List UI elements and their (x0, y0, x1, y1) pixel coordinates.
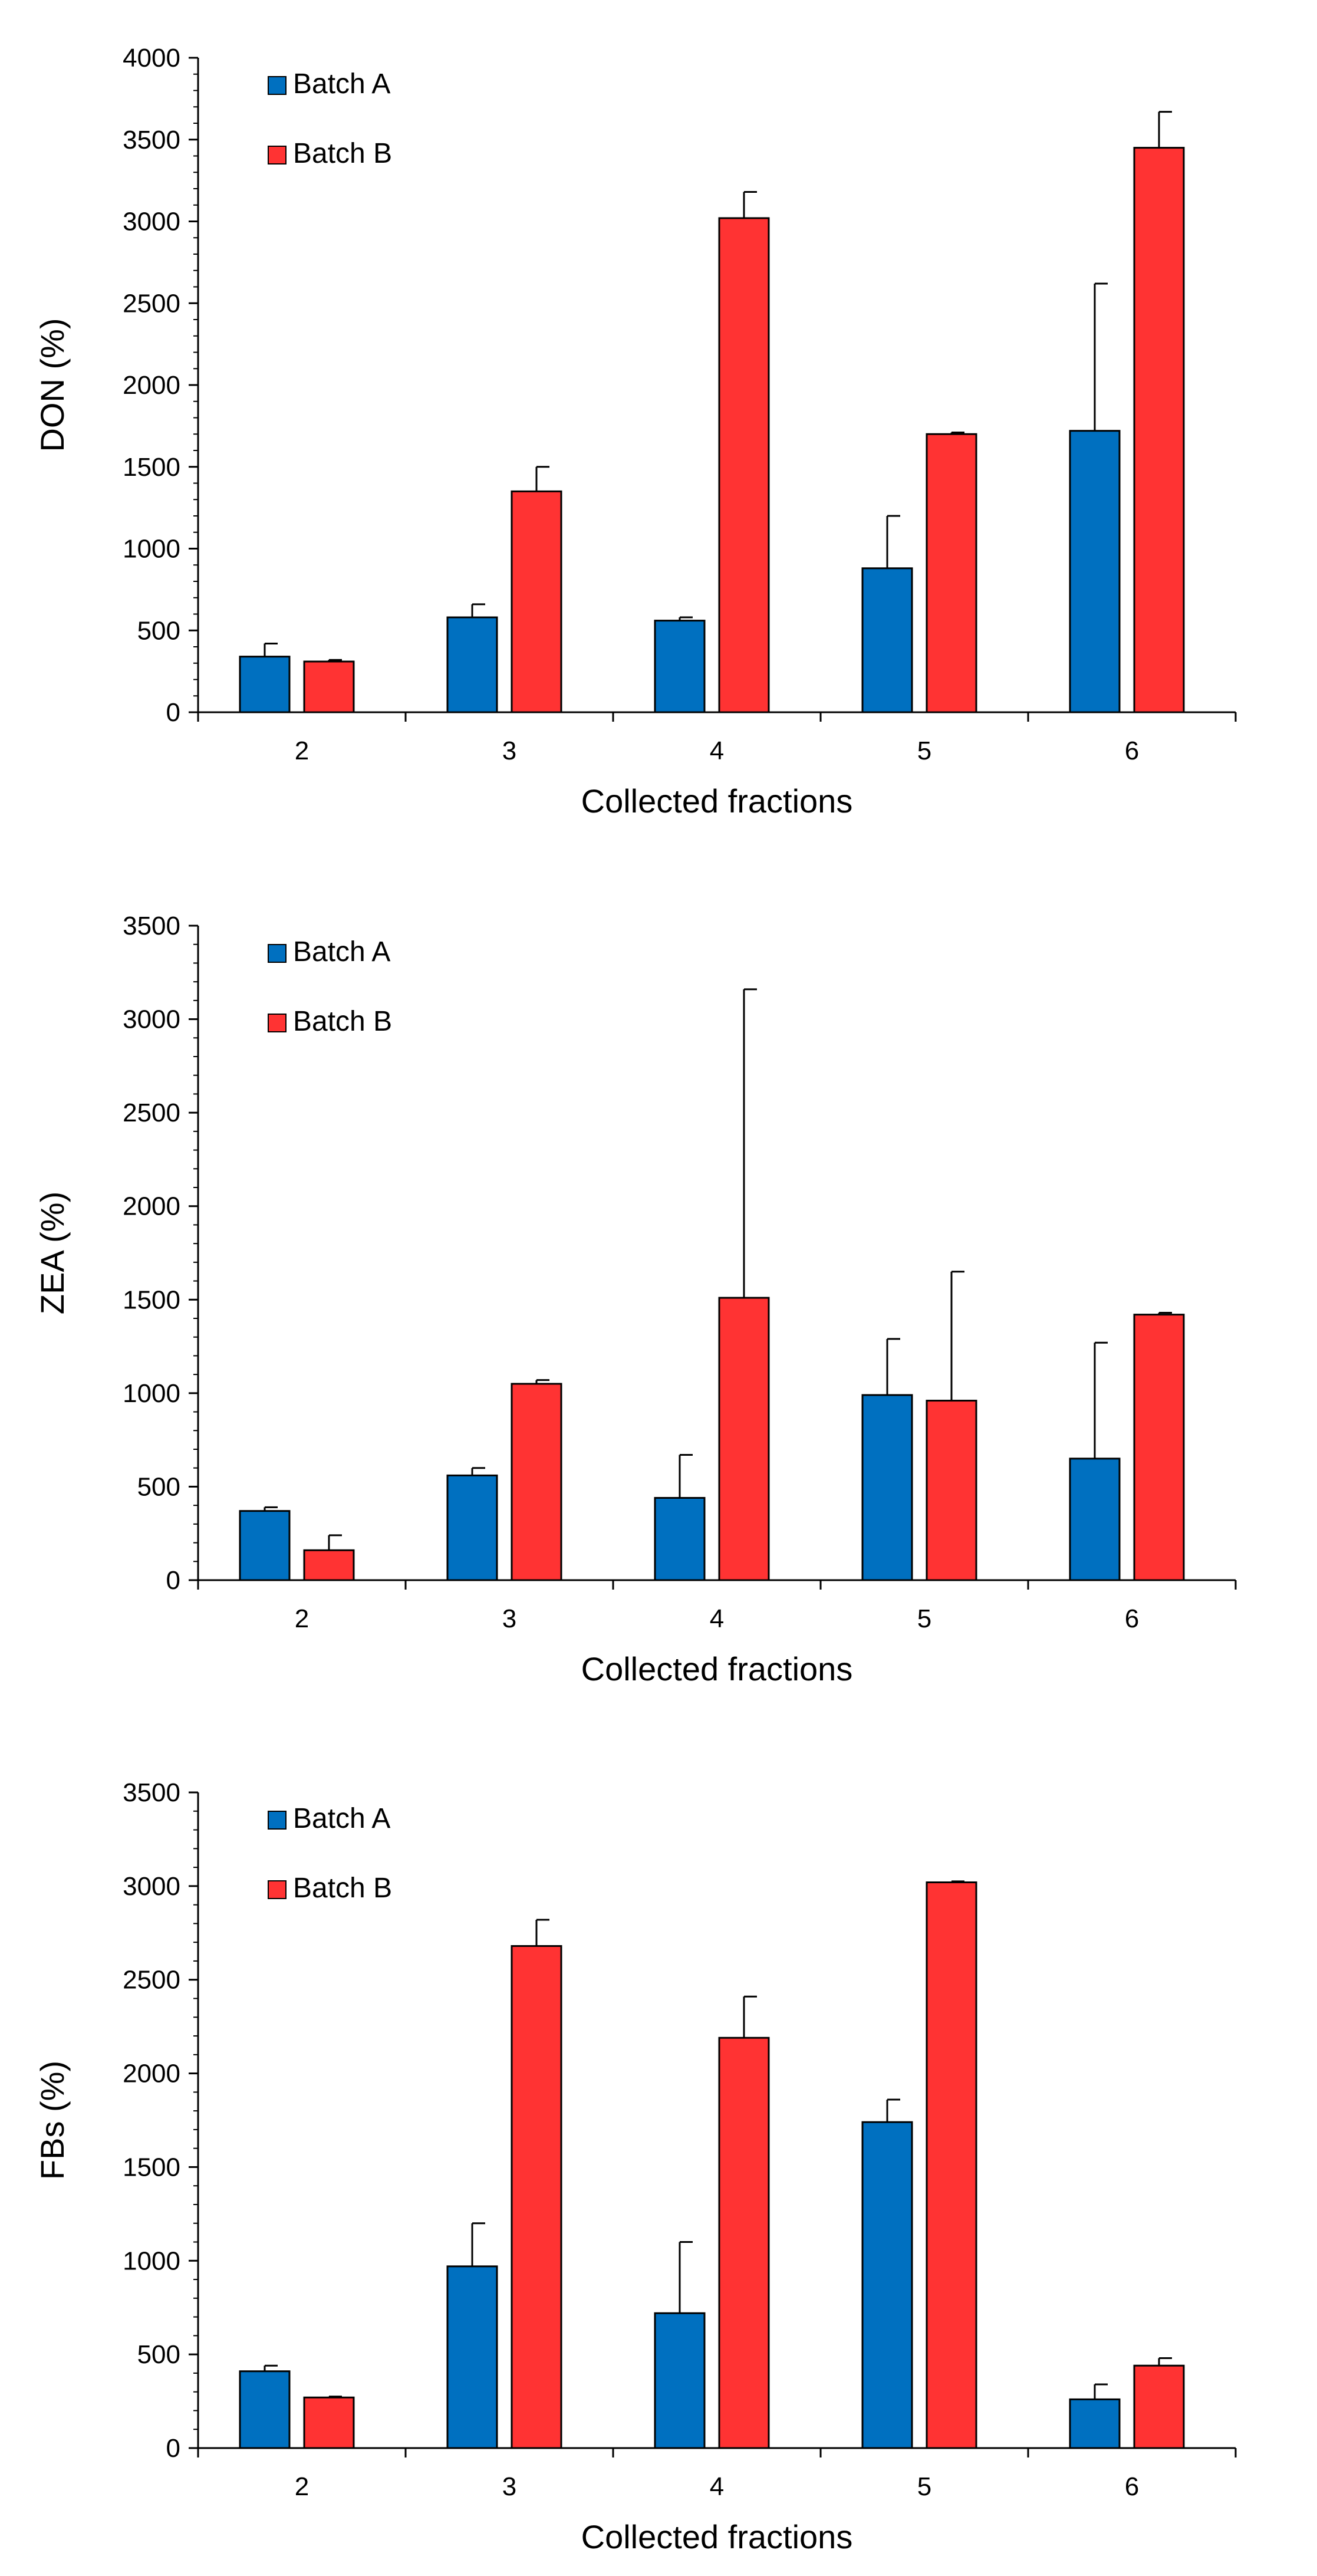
batch-a-bar-3 (446, 616, 498, 713)
y-tick-label: 1500 (123, 1285, 180, 1314)
y-tick-label: 2500 (123, 1966, 180, 1995)
x-tick-label: 6 (1125, 2472, 1139, 2501)
legend-swatch-batch-b (268, 1014, 287, 1032)
y-tick-label: 1500 (123, 453, 180, 482)
y-tick-label: 2000 (123, 1192, 180, 1221)
batch-a-bar-4 (654, 1496, 706, 1581)
y-tick-label: 3000 (123, 1005, 180, 1034)
x-tick-label: 6 (1125, 736, 1139, 765)
x-tick-label: 3 (502, 2472, 516, 2501)
batch-b-bar-4 (718, 217, 770, 713)
batch-a-bar-5 (861, 2121, 913, 2449)
batch-a-bar-2 (239, 1510, 291, 1581)
batch-b-bar-3 (511, 1383, 562, 1581)
y-tick-label: 0 (166, 2434, 180, 2463)
batch-a-bar-5 (861, 567, 913, 713)
batch-b-bar-4 (718, 2037, 770, 2449)
legend-label-batch-b: Batch B (293, 1873, 392, 1904)
batch-a-bar-6 (1069, 430, 1121, 713)
y-tick-label: 2500 (123, 289, 180, 318)
zea-chart: 0 500 1000 1500 2000 2500 3000 3500 2 3 4 5 6 Batch A… (34, 912, 1237, 1687)
y-tick-label: 2500 (123, 1098, 180, 1127)
batch-b-bar-6 (1133, 2364, 1185, 2449)
don-chart: 0 500 1000 1500 2000 2500 3000 3500 4000 2 3 4 5 6 Bat… (34, 44, 1237, 820)
y-tick-label: 500 (137, 2340, 180, 2369)
batch-b-bar-6 (1133, 147, 1185, 713)
y-tick-label: 3500 (123, 1778, 180, 1807)
legend-swatch-batch-b (268, 146, 287, 165)
y-tick-label: 2000 (123, 2060, 180, 2088)
x-tick-label: 3 (502, 1604, 516, 1633)
fbs-chart: 0 500 1000 1500 2000 2500 3000 3500 2 3 4 5 6 Batch A… (34, 1778, 1237, 2555)
y-tick-label: 4000 (123, 44, 180, 73)
x-axis-title: Collected fractions (581, 2518, 853, 2555)
x-tick-label: 2 (295, 1604, 309, 1633)
y-axis-title: DON (%) (34, 318, 71, 452)
y-tick-label: 3500 (123, 126, 180, 154)
x-tick-label: 5 (917, 1604, 931, 1633)
x-tick-label: 2 (295, 2472, 309, 2501)
x-tick-label: 5 (917, 2472, 931, 2501)
batch-a-bar-3 (446, 2265, 498, 2449)
x-tick-label: 4 (710, 736, 724, 765)
x-tick-label: 5 (917, 736, 931, 765)
batch-a-bar-5 (861, 1394, 913, 1581)
batch-b-bar-2 (303, 2396, 355, 2449)
y-tick-label: 0 (166, 698, 180, 727)
y-tick-label: 3500 (123, 912, 180, 940)
y-tick-label: 500 (137, 616, 180, 645)
legend-label-batch-a: Batch A (293, 1803, 390, 1834)
y-tick-label: 2000 (123, 371, 180, 400)
legend-label-batch-a: Batch A (293, 936, 390, 968)
batch-b-bar-3 (511, 1945, 562, 2449)
batch-a-bar-4 (654, 620, 706, 713)
batch-a-bar-2 (239, 2370, 291, 2449)
y-tick-label: 1000 (123, 1379, 180, 1408)
batch-b-bar-5 (926, 433, 977, 713)
batch-a-bar-4 (654, 2312, 706, 2449)
legend-swatch-batch-b (268, 1880, 287, 1899)
legend-swatch-batch-a (268, 1811, 287, 1830)
batch-b-bar-2 (303, 1549, 355, 1581)
y-tick-label: 0 (166, 1566, 180, 1595)
y-axis-title: FBs (%) (34, 2061, 71, 2180)
legend-label-batch-b: Batch B (293, 1006, 392, 1037)
legend-label-batch-b: Batch B (293, 138, 392, 169)
batch-b-bar-4 (718, 1297, 770, 1581)
batch-b-bar-5 (926, 1881, 977, 2449)
batch-b-bar-6 (1133, 1314, 1185, 1581)
x-tick-label: 2 (295, 736, 309, 765)
y-tick-label: 1000 (123, 535, 180, 564)
batch-a-bar-2 (239, 656, 291, 713)
x-tick-label: 6 (1125, 1604, 1139, 1633)
batch-b-bar-3 (511, 490, 562, 713)
x-tick-label: 4 (710, 2472, 724, 2501)
legend-label-batch-a: Batch A (293, 68, 390, 100)
batch-b-bar-5 (926, 1400, 977, 1581)
y-axis-title: ZEA (%) (34, 1192, 71, 1314)
batch-b-bar-2 (303, 660, 355, 713)
x-tick-label: 4 (710, 1604, 724, 1633)
y-tick-label: 3000 (123, 208, 180, 236)
batch-a-bar-6 (1069, 2398, 1121, 2449)
y-tick-label: 1500 (123, 2153, 180, 2182)
batch-a-bar-3 (446, 1474, 498, 1581)
y-tick-label: 500 (137, 1472, 180, 1501)
x-tick-label: 3 (502, 736, 516, 765)
y-tick-label: 1000 (123, 2246, 180, 2275)
y-tick-label: 3000 (123, 1872, 180, 1901)
legend-swatch-batch-a (268, 944, 287, 963)
x-axis-title: Collected fractions (581, 1650, 853, 1687)
legend-swatch-batch-a (268, 76, 287, 95)
batch-a-bar-6 (1069, 1458, 1121, 1581)
x-axis-title: Collected fractions (581, 782, 853, 820)
